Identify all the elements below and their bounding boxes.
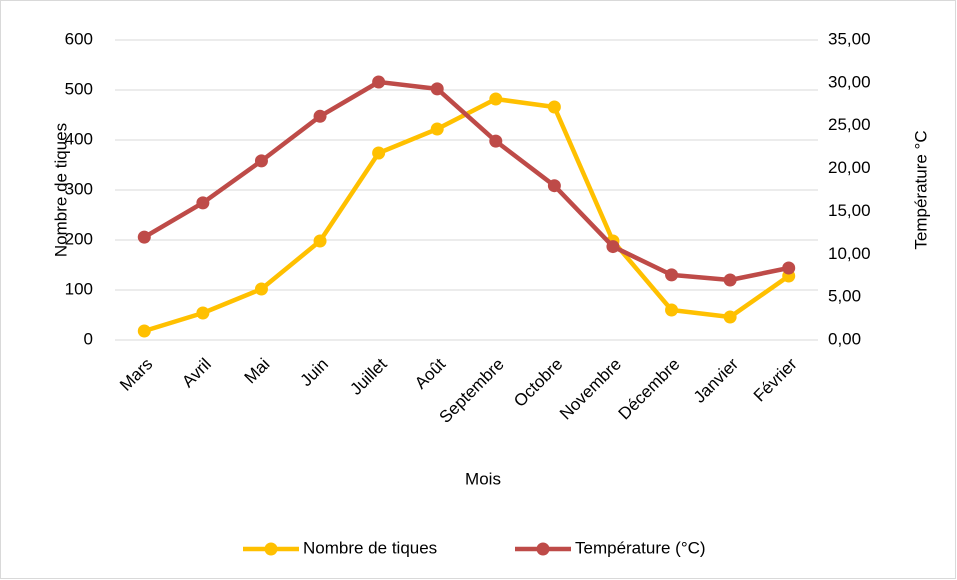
- y2-axis-label: Température °C: [911, 130, 930, 249]
- point: [606, 240, 620, 254]
- y2-tick-label: 25,00: [828, 115, 871, 134]
- point: [547, 179, 561, 193]
- y2-tick-label: 5,00: [828, 287, 861, 306]
- y-tick-label: 200: [65, 229, 93, 248]
- x-axis-label: Mois: [465, 469, 501, 488]
- y2-tick-label: 20,00: [828, 158, 871, 177]
- y-tick-label: 0: [84, 329, 93, 348]
- point: [430, 82, 444, 96]
- point: [665, 268, 679, 282]
- y-tick-label: 100: [65, 279, 93, 298]
- legend-label: Nombre de tiques: [303, 538, 437, 557]
- y2-tick-label: 10,00: [828, 244, 871, 263]
- point: [723, 273, 737, 287]
- point: [489, 134, 503, 148]
- point: [313, 234, 327, 248]
- point: [547, 100, 561, 114]
- point: [137, 324, 151, 338]
- y2-tick-label: 0,00: [828, 329, 861, 348]
- point: [196, 196, 210, 210]
- y2-tick-label: 15,00: [828, 201, 871, 220]
- legend-marker: [264, 542, 278, 556]
- point: [137, 230, 151, 244]
- point: [723, 310, 737, 324]
- point: [489, 92, 503, 106]
- point: [430, 122, 444, 136]
- point: [665, 303, 679, 317]
- y2-tick-label: 30,00: [828, 72, 871, 91]
- point: [254, 154, 268, 168]
- legend-marker: [536, 542, 550, 556]
- series-line: [143, 79, 790, 283]
- y2-tick-label: 35,00: [828, 29, 871, 48]
- legend-label: Température (°C): [575, 538, 706, 557]
- point: [196, 306, 210, 320]
- point: [313, 109, 327, 123]
- y-tick-label: 300: [65, 179, 93, 198]
- point: [372, 75, 386, 89]
- y-axis-label: Nombre de tiques: [51, 123, 70, 257]
- point: [782, 261, 796, 275]
- y-tick-label: 600: [65, 29, 93, 48]
- point: [254, 282, 268, 296]
- point: [372, 146, 386, 160]
- y-tick-label: 500: [65, 79, 93, 98]
- y-tick-label: 400: [65, 129, 93, 148]
